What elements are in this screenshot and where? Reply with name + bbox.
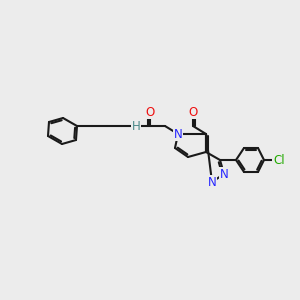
Text: H: H — [132, 119, 140, 133]
Text: N: N — [220, 167, 228, 181]
Text: Cl: Cl — [273, 154, 285, 166]
Text: O: O — [188, 106, 198, 118]
Text: O: O — [146, 106, 154, 118]
Text: N: N — [174, 128, 182, 140]
Text: N: N — [208, 176, 216, 188]
Text: H: H — [132, 119, 140, 133]
